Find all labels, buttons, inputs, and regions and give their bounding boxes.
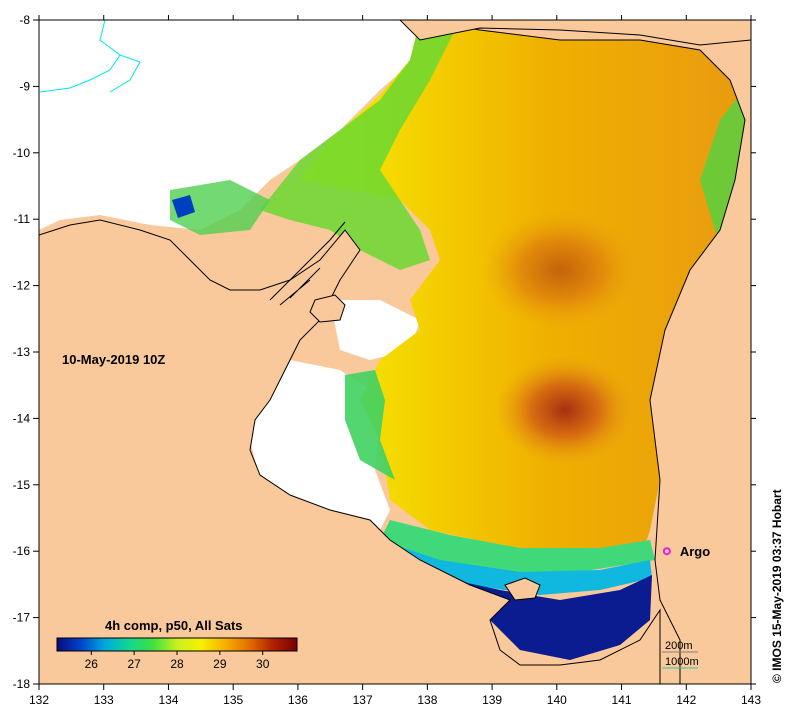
contour-200m-label: 200m [665, 640, 693, 652]
colorbar-tick-label: 28 [170, 657, 184, 671]
x-tick-label: 135 [223, 693, 243, 707]
x-tick-label: 138 [417, 693, 437, 707]
island-mornington [504, 577, 541, 601]
credit-text: © IMOS 15-May-2019 03:37 Hobart [770, 489, 784, 683]
colorbar: 4h comp, p50, All Sats 26 27 28 29 30 [56, 618, 298, 671]
x-tick-label: 141 [612, 693, 632, 707]
sst-south-cyan-band [380, 540, 652, 595]
y-tick-label: -8 [19, 13, 30, 27]
y-tick-label: -17 [13, 611, 31, 625]
sst-green-fringe-west [345, 370, 395, 480]
composite-label: 4h comp, p50, All Sats [105, 618, 243, 633]
x-tick-label: 142 [676, 693, 696, 707]
colorbar-tick-label: 27 [127, 657, 141, 671]
markers: Argo [662, 544, 710, 559]
island-groote [309, 294, 346, 323]
sst-green-patch [170, 180, 270, 235]
plot-area [39, 20, 751, 684]
x-tick-label: 143 [741, 693, 761, 707]
sst-green-fringe-north [260, 20, 460, 270]
y-axis: -8 -9 -10 -11 -12 -13 -14 -15 -16 -17 -18 [13, 13, 756, 691]
x-tick-label: 132 [29, 693, 49, 707]
y-tick-label: -12 [13, 279, 31, 293]
x-tick-label: 140 [547, 693, 567, 707]
warm-core [495, 355, 635, 465]
y-tick-label: -9 [19, 79, 30, 93]
colorbar-tick-label: 29 [213, 657, 227, 671]
no-data-region-mid [330, 300, 420, 360]
y-tick-label: -16 [13, 544, 31, 558]
x-tick-label: 137 [353, 693, 373, 707]
colorbar-tick-label: 26 [85, 657, 99, 671]
land-cape-york [419, 20, 751, 684]
argo-marker-label: Argo [680, 544, 710, 559]
y-tick-label: -11 [14, 212, 31, 226]
x-tick-label: 139 [482, 693, 502, 707]
x-tick-label: 134 [158, 693, 178, 707]
x-axis: 132 133 134 135 136 137 138 139 140 141 142 143 [29, 15, 761, 707]
sst-south-green-band [380, 520, 655, 575]
y-tick-label: -14 [13, 411, 31, 425]
y-tick-label: -10 [13, 146, 31, 160]
x-tick-label: 133 [94, 693, 114, 707]
colorbar-tick-label: 30 [256, 657, 270, 671]
y-tick-label: -15 [13, 478, 31, 492]
warm-core-north [480, 210, 640, 330]
land-north-strip [399, 20, 751, 46]
x-tick-label: 136 [288, 693, 308, 707]
argo-marker-icon [662, 547, 671, 556]
y-tick-label: -18 [13, 677, 31, 691]
date-label: 10-May-2019 10Z [62, 352, 165, 367]
river-lines [39, 20, 141, 93]
contour-1000m-label: 1000m [665, 656, 699, 668]
colorbar-scale [56, 637, 298, 652]
y-tick-label: -13 [13, 345, 31, 359]
land-arnhem-north [39, 219, 661, 684]
sst-blue-patch [172, 195, 195, 218]
coast-islands-west [269, 221, 346, 306]
contour-legend: 200m 1000m [662, 640, 699, 669]
